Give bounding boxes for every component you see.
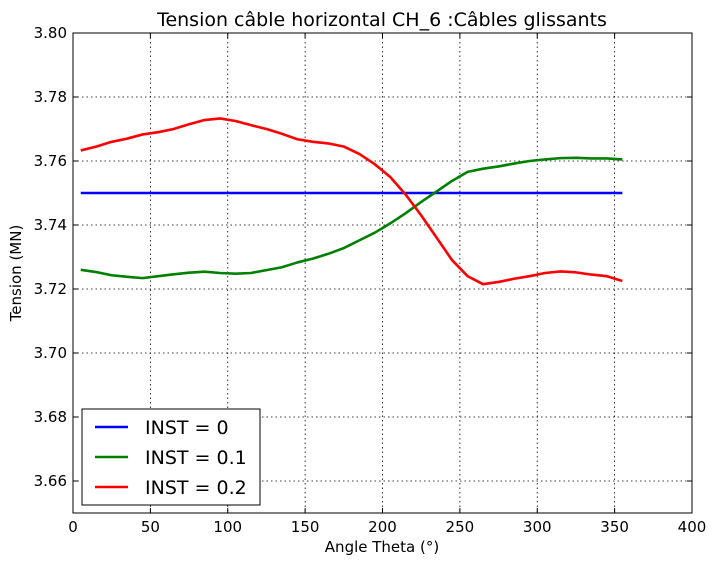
y-tick-label: 3.76	[34, 152, 67, 170]
y-tick-label: 3.78	[34, 88, 67, 106]
x-tick-label: 50	[141, 518, 160, 536]
x-tick-label: 100	[213, 518, 242, 536]
series-line-3	[80, 117, 623, 286]
x-tick-label: 400	[678, 518, 707, 536]
y-axis-label: Tension (MN)	[7, 225, 25, 323]
legend: INST = 0 INST = 0.1 INST = 0.2	[81, 408, 261, 506]
axis-ticks: 0 50 100 150 200 250 300 350 400 3.66 3.68 3.70 3.72…	[34, 24, 707, 536]
x-axis-label: Angle Theta (°)	[325, 538, 439, 556]
y-tick-label: 3.66	[34, 472, 67, 490]
y-tick-label: 3.72	[34, 280, 67, 298]
y-tick-label: 3.80	[34, 24, 67, 42]
x-tick-label: 300	[523, 518, 552, 536]
y-tick-label: 3.74	[34, 216, 67, 234]
series-line-2	[80, 156, 623, 280]
x-tick-label: 350	[600, 518, 629, 536]
x-tick-label: 250	[446, 518, 475, 536]
legend-label: INST = 0.1	[145, 447, 247, 469]
x-tick-label: 200	[368, 518, 397, 536]
y-tick-label: 3.68	[34, 408, 67, 426]
plot-frame	[72, 32, 693, 514]
legend-label: INST = 0	[145, 417, 229, 439]
x-tick-label: 150	[291, 518, 320, 536]
chart-title: Tension câble horizontal CH_6 :Câbles gl…	[156, 9, 607, 31]
series-lines	[80, 117, 623, 286]
y-tick-label: 3.70	[34, 344, 67, 362]
legend-label: INST = 0.2	[145, 477, 247, 499]
x-tick-label: 0	[68, 518, 78, 536]
